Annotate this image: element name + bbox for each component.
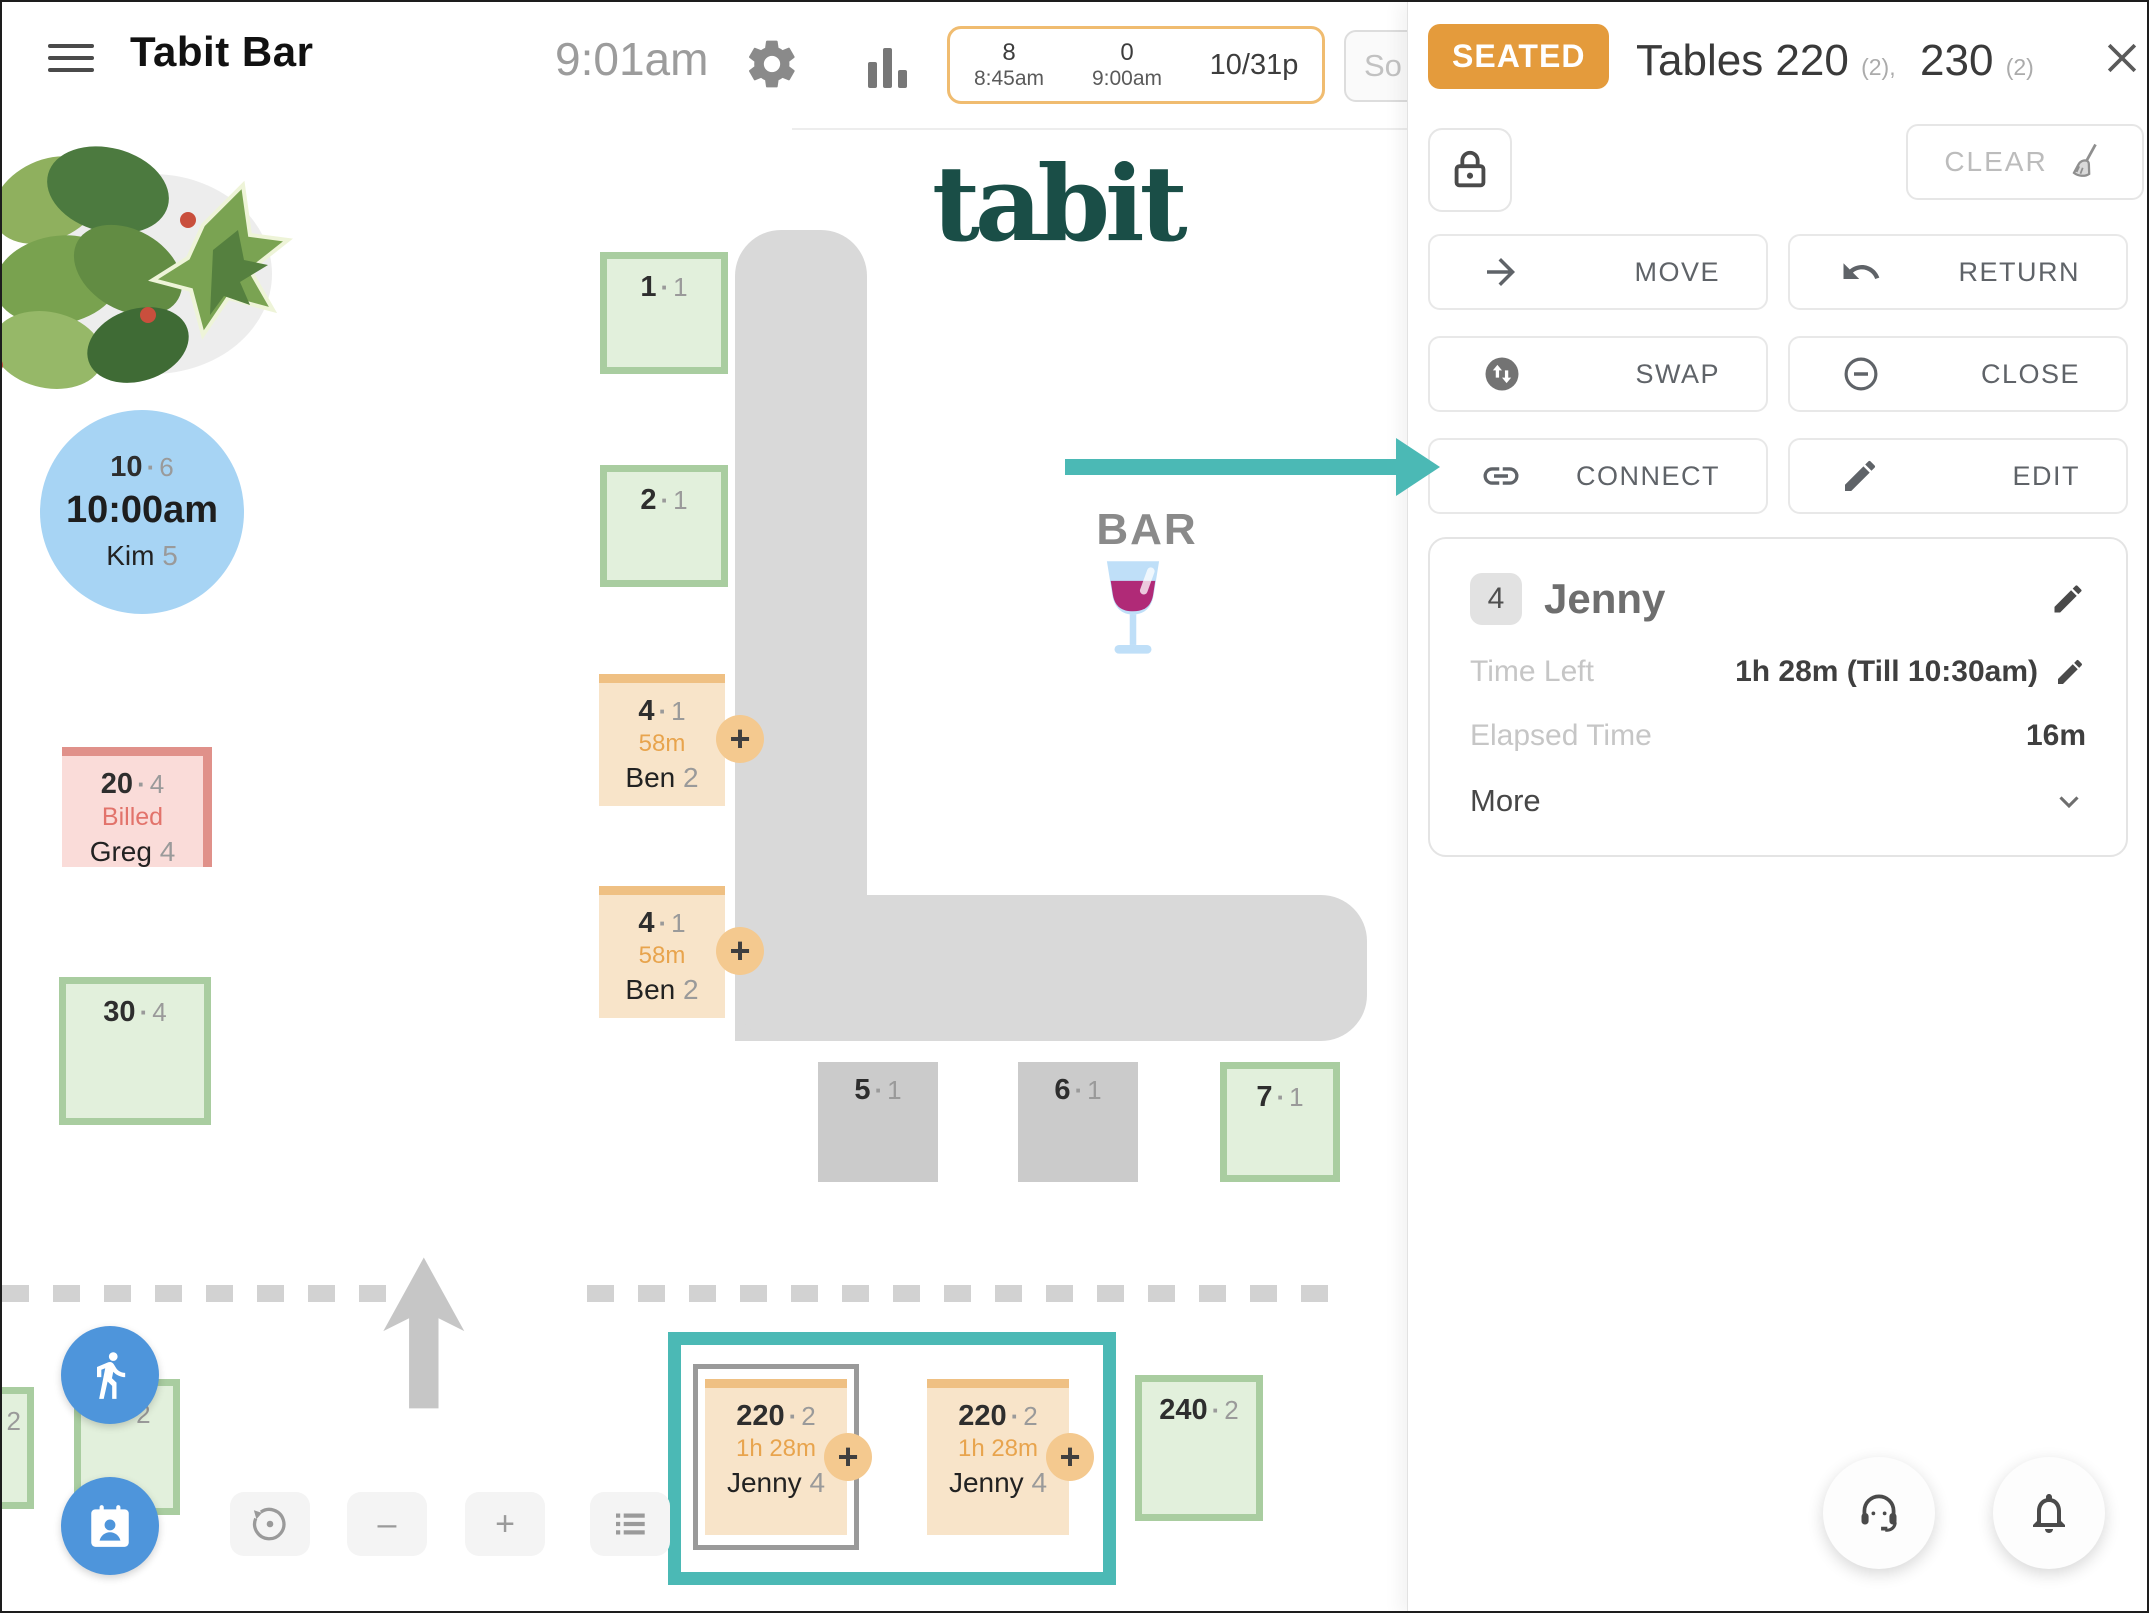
table-actions-panel: SEATED Tables 220 (2), 230 (2) CLEAR MOV… xyxy=(1407,2,2147,1611)
contact-card-icon xyxy=(91,1505,129,1547)
table-sliver[interactable]: 2 xyxy=(2,1387,34,1509)
table-7[interactable]: 7 · 1 xyxy=(1220,1062,1340,1182)
list-icon xyxy=(616,1513,645,1535)
notifications-button[interactable] xyxy=(1993,1457,2105,1569)
status-badge: SEATED xyxy=(1428,24,1610,89)
table-6[interactable]: 6 · 1 xyxy=(1018,1062,1138,1182)
table-4-seat-b[interactable]: 4 · 1 58m Ben 2 xyxy=(599,886,725,1018)
table-10-reserved[interactable]: 10 · 6 10:00am Kim 5 xyxy=(40,410,244,614)
zoom-in-button[interactable]: + xyxy=(465,1492,545,1556)
table-30[interactable]: 30 · 4 xyxy=(59,977,211,1125)
arrow-right-icon xyxy=(1487,258,1515,286)
entrance-arrow-icon xyxy=(364,1252,484,1427)
return-button[interactable]: RETURN xyxy=(1788,234,2128,310)
edit-guest-icon[interactable] xyxy=(2050,581,2086,617)
table-4-seat-a[interactable]: 4 · 1 58m Ben 2 xyxy=(599,674,725,806)
lock-icon xyxy=(1454,150,1486,188)
wall-dashed xyxy=(2,1285,398,1302)
divider xyxy=(792,128,1407,130)
page-title: Tabit Bar xyxy=(130,28,314,75)
add-order-button[interactable]: + xyxy=(716,715,764,763)
action-grid: MOVE RETURN SWAP CLOSE CONNECT EDIT xyxy=(1428,234,2128,514)
reservation-stats-box[interactable]: 8 8:45am 0 9:00am 10/31p xyxy=(947,26,1325,104)
elapsed-time-label: Elapsed Time xyxy=(1470,719,1652,752)
billed-status: Billed xyxy=(101,803,164,831)
circle-minus-icon xyxy=(1844,357,1878,391)
current-time: 9:01am xyxy=(555,33,709,85)
close-table-button[interactable]: CLOSE xyxy=(1788,336,2128,412)
add-order-button[interactable]: + xyxy=(1046,1433,1094,1481)
add-order-button[interactable]: + xyxy=(824,1433,872,1481)
elapsed-time-value: 16m xyxy=(2025,719,2086,752)
chevron-down-icon xyxy=(2059,796,2079,809)
plant-decoration xyxy=(2,130,298,405)
guest-name: Jenny xyxy=(1544,575,1666,622)
stat-845-value: 8 xyxy=(1002,39,1016,67)
more-row[interactable]: More xyxy=(1470,783,2086,819)
reset-icon xyxy=(252,1507,286,1541)
edit-button[interactable]: EDIT xyxy=(1788,438,2128,514)
link-icon xyxy=(1483,467,1519,485)
stat-900: 0 9:00am xyxy=(1068,39,1186,91)
table-220-a[interactable]: 220 · 2 1h 28m Jenny 4 xyxy=(705,1379,847,1535)
wall-dashed xyxy=(587,1285,1335,1302)
zoom-out-button[interactable]: – xyxy=(347,1492,427,1556)
headset-icon xyxy=(1861,1494,1897,1532)
connect-pointer-arrowhead xyxy=(1396,438,1440,496)
edit-time-icon[interactable] xyxy=(2054,656,2086,688)
table-220-b[interactable]: 220 · 2 1h 28m Jenny 4 xyxy=(927,1379,1069,1535)
pencil-icon xyxy=(1845,460,1876,491)
swap-button[interactable]: SWAP xyxy=(1428,336,1768,412)
connect-button[interactable]: CONNECT xyxy=(1428,438,1768,514)
walk-in-button[interactable] xyxy=(61,1326,159,1424)
stat-capacity: 10/31p xyxy=(1209,48,1299,81)
guest-list-button[interactable] xyxy=(61,1477,159,1575)
table-list-button[interactable] xyxy=(590,1492,670,1556)
performance-button[interactable] xyxy=(1823,1457,1935,1569)
guest-card: 4 Jenny Time Left 1h 28m (Till 10:30am) … xyxy=(1428,537,2128,857)
time-left-value: 1h 28m (Till 10:30am) xyxy=(1735,655,2038,688)
reset-view-button[interactable] xyxy=(230,1492,310,1556)
reservation-time: 10:00am xyxy=(65,489,219,532)
stats-chart-icon[interactable] xyxy=(868,48,907,88)
broom-icon xyxy=(2072,143,2097,177)
menu-icon[interactable] xyxy=(48,44,94,72)
stat-845: 8 8:45am xyxy=(950,39,1068,91)
connected-tables-highlight xyxy=(668,1332,1116,1585)
panel-title: Tables 220 (2), 230 (2) xyxy=(1636,36,2034,85)
walking-person-icon xyxy=(97,1352,126,1399)
bar-zone-label: BAR xyxy=(1096,505,1198,554)
tabit-logo: tabit xyxy=(932,142,1188,265)
clear-button[interactable]: CLEAR xyxy=(1906,124,2144,200)
bell-icon xyxy=(2033,1494,2065,1533)
more-label: More xyxy=(1470,783,1541,818)
lock-button[interactable] xyxy=(1428,128,1512,212)
connect-pointer-arrow xyxy=(1065,459,1399,475)
swap-icon xyxy=(1485,357,1519,391)
bar-counter xyxy=(735,895,1367,1041)
gear-icon[interactable] xyxy=(744,36,800,92)
stat-845-label: 8:45am xyxy=(973,66,1045,90)
move-button[interactable]: MOVE xyxy=(1428,234,1768,310)
table-2[interactable]: 2 · 1 xyxy=(600,465,728,587)
stat-900-label: 9:00am xyxy=(1091,66,1163,90)
table-20-billed[interactable]: 20 · 4 Billed Greg 4 xyxy=(62,747,212,867)
table-1[interactable]: 1 · 1 xyxy=(600,252,728,374)
stat-900-value: 0 xyxy=(1120,39,1134,67)
table-5[interactable]: 5 · 1 xyxy=(818,1062,938,1182)
add-order-button[interactable]: + xyxy=(716,927,764,975)
time-left-label: Time Left xyxy=(1470,655,1594,688)
undo-icon xyxy=(1843,263,1880,279)
close-icon[interactable] xyxy=(2100,36,2144,80)
wine-glass-icon xyxy=(1097,558,1169,663)
table-240[interactable]: 240 · 2 xyxy=(1135,1375,1263,1521)
party-size-badge: 4 xyxy=(1470,573,1522,625)
